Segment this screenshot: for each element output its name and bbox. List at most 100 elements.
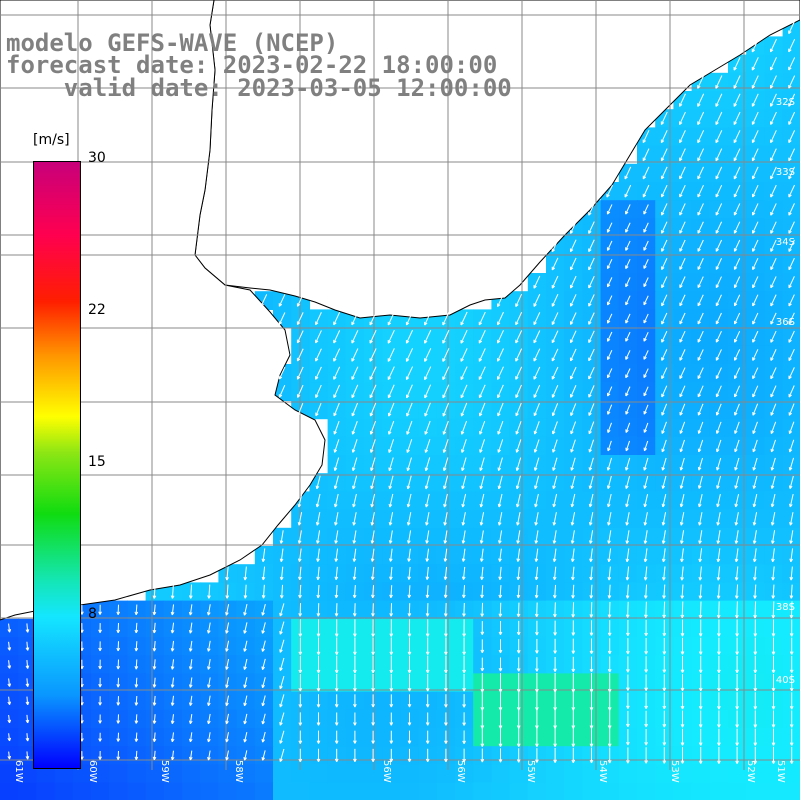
wind-arrow: [589, 566, 593, 581]
wind-arrow: [98, 732, 102, 742]
wind-arrow: [497, 384, 504, 399]
wind-arrow: [771, 746, 776, 764]
wind-arrow: [188, 604, 193, 616]
wind-arrow: [789, 619, 794, 637]
wind-arrow: [424, 439, 431, 453]
wind-arrow: [625, 240, 631, 251]
wind-arrow: [606, 313, 613, 324]
wind-arrow: [735, 655, 739, 673]
wind-arrow: [679, 349, 686, 361]
wind-arrow: [715, 239, 723, 252]
wind-arrow: [715, 203, 723, 216]
wind-arrow: [425, 548, 430, 562]
wind-arrow: [680, 619, 685, 637]
wind-arrow: [607, 440, 612, 452]
wind-arrow: [698, 710, 703, 728]
wind-arrow: [462, 585, 466, 599]
wind-arrow: [570, 421, 577, 435]
wind-arrow: [261, 548, 266, 563]
wind-arrow: [733, 166, 741, 180]
wind-arrow: [497, 402, 504, 417]
wind-arrow: [407, 748, 412, 762]
wind-arrow: [752, 421, 758, 434]
wind-arrow: [371, 694, 375, 708]
wind-arrow: [733, 330, 741, 343]
wind-cell: [36, 782, 56, 800]
wind-arrow: [443, 475, 449, 490]
wind-cell: [18, 782, 37, 800]
wind-arrow: [734, 512, 739, 526]
wind-cell: [200, 782, 219, 800]
wind-cell: [527, 782, 547, 800]
wind-arrow: [298, 748, 303, 763]
wind-arrow: [462, 748, 466, 763]
wind-arrow: [788, 93, 796, 107]
wind-arrow: [515, 457, 522, 471]
wind-arrow: [551, 239, 559, 253]
wind-arrow: [589, 548, 593, 563]
wind-arrow: [788, 475, 794, 489]
wind-arrow: [243, 732, 248, 743]
wind-arrow: [753, 566, 757, 581]
wind-arrow: [753, 728, 758, 746]
wind-arrow: [697, 349, 704, 361]
wind-arrow: [679, 294, 686, 307]
wind-arrow: [462, 637, 466, 655]
wind-arrow: [715, 258, 722, 270]
wind-arrow: [25, 696, 30, 706]
wind-arrow: [643, 386, 649, 397]
wind-arrow: [626, 710, 630, 728]
wind-arrow: [460, 402, 468, 417]
wind-arrow: [516, 620, 521, 636]
wind-arrow: [770, 349, 777, 361]
wind-arrow: [606, 204, 613, 215]
wind-arrow: [387, 384, 395, 399]
wind-arrow: [498, 727, 503, 747]
wind-arrow: [188, 622, 193, 634]
wind-arrow: [679, 258, 686, 270]
wind-cell: [309, 782, 329, 800]
wind-arrow: [771, 530, 776, 544]
wind-arrow: [570, 548, 575, 562]
lon-label: 59W: [159, 760, 170, 783]
wind-arrow: [225, 566, 229, 581]
wind-arrow: [152, 732, 157, 742]
wind-cell: [400, 782, 420, 800]
wind-arrow: [369, 366, 377, 380]
wind-arrow: [626, 692, 630, 709]
wind-cell: [309, 764, 329, 784]
wind-arrow: [607, 584, 612, 599]
wind-arrow: [716, 439, 722, 453]
wind-arrow: [442, 366, 450, 381]
wind-arrow: [425, 566, 430, 580]
wind-arrow: [752, 439, 758, 453]
wind-arrow: [734, 493, 740, 508]
wind-arrow: [642, 130, 650, 144]
wind-arrow: [715, 385, 722, 398]
wind-arrow: [478, 330, 486, 344]
wind-arrow: [116, 714, 121, 724]
wind-arrow: [643, 475, 649, 489]
wind-arrow: [733, 203, 741, 216]
wind-arrow: [625, 457, 631, 471]
wind-arrow: [734, 566, 739, 581]
wind-arrow: [424, 366, 432, 381]
wind-arrow: [207, 584, 211, 599]
wind-arrow: [788, 312, 795, 325]
wind-arrow: [644, 619, 648, 637]
wind-arrow: [424, 457, 431, 472]
wind-arrow: [771, 674, 776, 692]
wind-arrow: [279, 712, 285, 726]
wind-arrow: [607, 512, 612, 526]
wind-arrow: [697, 93, 705, 107]
wind-arrow: [625, 548, 630, 563]
wind-arrow: [334, 712, 339, 726]
wind-arrow: [25, 751, 30, 760]
wind-arrow: [333, 330, 341, 344]
wind-arrow: [496, 348, 504, 362]
wind-arrow: [553, 620, 557, 636]
wind-arrow: [389, 619, 394, 637]
wind-arrow: [788, 367, 795, 380]
wind-arrow: [389, 566, 393, 580]
wind-arrow: [734, 421, 740, 434]
